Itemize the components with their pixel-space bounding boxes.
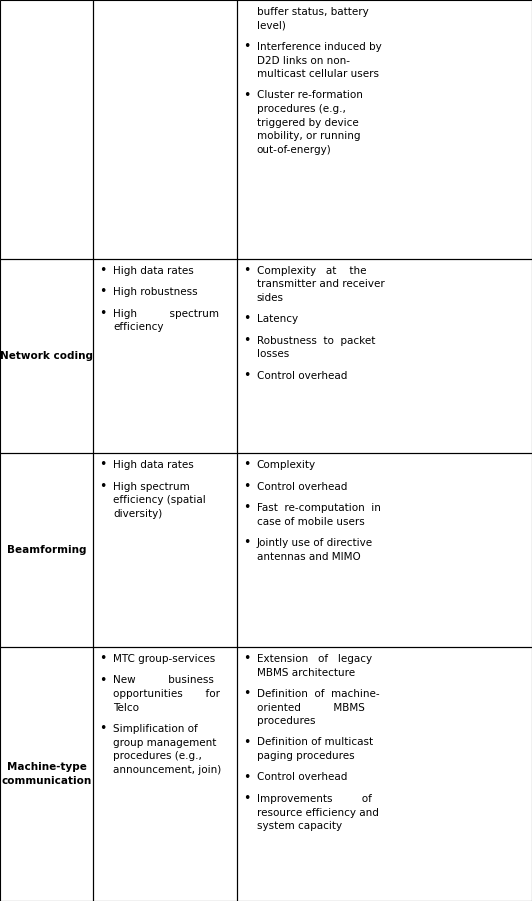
Text: •: •: [99, 480, 107, 493]
Bar: [237, 0, 532, 259]
Text: Machine-type
communication: Machine-type communication: [2, 762, 92, 786]
Bar: [237, 647, 532, 901]
Text: •: •: [243, 333, 251, 347]
Text: Definition  of  machine-
oriented          MBMS
procedures: Definition of machine- oriented MBMS pro…: [257, 689, 379, 726]
Text: •: •: [243, 88, 251, 102]
Text: •: •: [99, 264, 107, 277]
Text: Control overhead: Control overhead: [257, 370, 347, 380]
Text: •: •: [243, 264, 251, 277]
Bar: [0, 0, 93, 259]
Text: Complexity: Complexity: [257, 460, 316, 470]
Text: •: •: [243, 792, 251, 805]
Text: Latency: Latency: [257, 314, 298, 324]
Text: Control overhead: Control overhead: [257, 482, 347, 492]
Text: Control overhead: Control overhead: [257, 772, 347, 782]
Text: •: •: [99, 286, 107, 298]
Text: Cluster re-formation
procedures (e.g.,
triggered by device
mobility, or running
: Cluster re-formation procedures (e.g., t…: [257, 90, 363, 155]
Text: Network coding: Network coding: [0, 350, 93, 361]
Text: •: •: [99, 307, 107, 320]
Text: •: •: [243, 41, 251, 53]
Text: •: •: [243, 687, 251, 700]
Text: •: •: [243, 480, 251, 493]
Text: •: •: [243, 369, 251, 382]
Text: High spectrum
efficiency (spatial
diversity): High spectrum efficiency (spatial divers…: [113, 482, 206, 519]
Bar: [0, 259, 93, 453]
Text: •: •: [243, 770, 251, 784]
Text: Beamforming: Beamforming: [7, 545, 86, 555]
Text: •: •: [99, 722, 107, 735]
Text: MTC group-services: MTC group-services: [113, 654, 215, 664]
Text: Simplification of
group management
procedures (e.g.,
announcement, join): Simplification of group management proce…: [113, 724, 221, 775]
Text: Complexity   at    the
transmitter and receiver
sides: Complexity at the transmitter and receiv…: [257, 266, 385, 303]
Text: High data rates: High data rates: [113, 266, 194, 276]
Text: •: •: [99, 652, 107, 665]
Text: •: •: [243, 313, 251, 325]
Text: •: •: [243, 735, 251, 749]
Bar: [93, 647, 237, 901]
Bar: [93, 259, 237, 453]
Bar: [0, 453, 93, 647]
Bar: [93, 453, 237, 647]
Bar: [93, 0, 237, 259]
Bar: [237, 453, 532, 647]
Text: New          business
opportunities       for
Telco: New business opportunities for Telco: [113, 676, 220, 713]
Text: •: •: [99, 459, 107, 471]
Text: Fast  re-computation  in
case of mobile users: Fast re-computation in case of mobile us…: [257, 503, 380, 527]
Text: High          spectrum
efficiency: High spectrum efficiency: [113, 308, 219, 332]
Text: •: •: [99, 674, 107, 687]
Text: buffer status, battery
level): buffer status, battery level): [257, 7, 369, 31]
Text: Interference induced by
D2D links on non-
multicast cellular users: Interference induced by D2D links on non…: [257, 42, 381, 79]
Text: High data rates: High data rates: [113, 460, 194, 470]
Text: •: •: [243, 536, 251, 550]
Text: High robustness: High robustness: [113, 287, 198, 297]
Text: •: •: [243, 652, 251, 665]
Bar: [0, 647, 93, 901]
Text: Extension   of   legacy
MBMS architecture: Extension of legacy MBMS architecture: [257, 654, 372, 678]
Text: Robustness  to  packet
losses: Robustness to packet losses: [257, 335, 375, 359]
Text: •: •: [243, 502, 251, 514]
Bar: [237, 259, 532, 453]
Text: Jointly use of directive
antennas and MIMO: Jointly use of directive antennas and MI…: [257, 538, 373, 562]
Text: Improvements         of
resource efficiency and
system capacity: Improvements of resource efficiency and …: [257, 794, 379, 831]
Text: Definition of multicast
paging procedures: Definition of multicast paging procedure…: [257, 737, 373, 761]
Text: •: •: [243, 459, 251, 471]
